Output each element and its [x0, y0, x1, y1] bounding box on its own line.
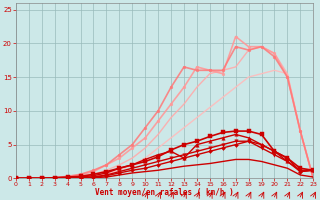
X-axis label: Vent moyen/en rafales ( km/h ): Vent moyen/en rafales ( km/h ) [95, 188, 234, 197]
